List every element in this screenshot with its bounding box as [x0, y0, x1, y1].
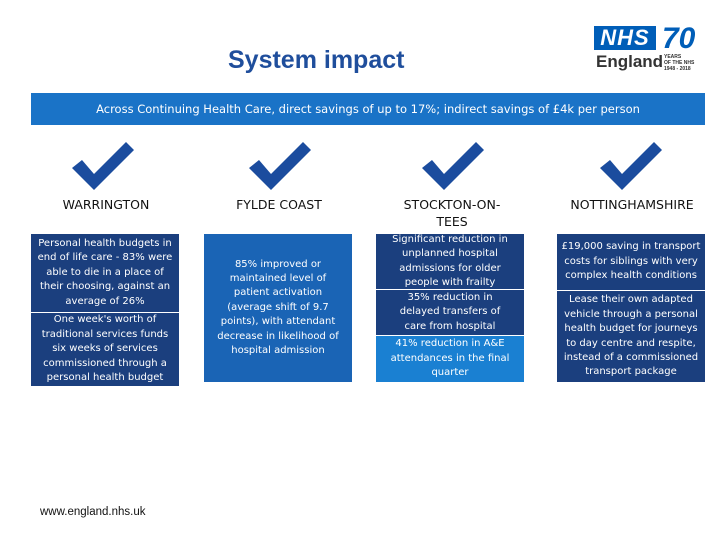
years-text: YEARS OF THE NHS 1948 - 2018: [664, 54, 694, 72]
stockton-box-3: 41% reduction in A&E attendances in the …: [376, 336, 524, 382]
footer-url: www.england.nhs.uk: [40, 506, 146, 518]
nottinghamshire-box-2: Lease their own adapted vehicle through …: [557, 291, 705, 382]
years-line-2: OF THE NHS: [664, 60, 695, 66]
region-heading-fylde-coast: FYLDE COAST: [236, 197, 322, 212]
warrington-text-2: One week's worth of traditional services…: [41, 314, 169, 384]
fylde-coast-text: 85% improved or maintained level of pati…: [217, 258, 339, 357]
checkmark-icon: [245, 138, 315, 192]
region-heading-stockton-on-tees: STOCKTON-ON-TEES: [403, 197, 501, 229]
checkmark-icon: [68, 138, 138, 192]
nottinghamshire-box-1: £19,000 saving in transport costs for si…: [557, 234, 705, 290]
stockton-box-2: 35% reduction in delayed transfers of ca…: [376, 290, 524, 335]
summary-banner: Across Continuing Health Care, direct sa…: [31, 93, 705, 125]
warrington-box-2: One week's worth of traditional services…: [31, 313, 179, 386]
years-line-1: YEARS: [664, 54, 682, 60]
region-heading-nottinghamshire: NOTTINGHAMSHIRE: [570, 197, 694, 212]
nottinghamshire-text-2: Lease their own adapted vehicle through …: [563, 294, 699, 378]
stockton-box-1: Significant reduction in unplanned hospi…: [376, 234, 524, 289]
fylde-coast-box: 85% improved or maintained level of pati…: [204, 234, 352, 382]
checkmark-icon: [418, 138, 488, 192]
nhs-england-logo: NHS England 70 YEARS OF THE NHS 1948 - 2…: [594, 22, 710, 74]
nhs-logo-mark: NHS: [594, 26, 656, 50]
england-wordmark: England: [596, 52, 664, 71]
years-line-3: 1948 - 2018: [664, 66, 691, 72]
stockton-text-2: 35% reduction in delayed transfers of ca…: [399, 291, 501, 332]
region-heading-warrington: WARRINGTON: [62, 197, 150, 212]
seventy-years-mark: 70: [662, 22, 696, 55]
stockton-text-1: Significant reduction in unplanned hospi…: [392, 233, 508, 288]
warrington-text-1: Personal health budgets in end of life c…: [37, 237, 173, 307]
nottinghamshire-text-1: £19,000 saving in transport costs for si…: [561, 241, 701, 282]
page-title: System impact: [228, 46, 405, 74]
warrington-box-1: Personal health budgets in end of life c…: [31, 234, 179, 312]
stockton-text-3: 41% reduction in A&E attendances in the …: [390, 338, 510, 379]
checkmark-icon: [596, 138, 666, 192]
